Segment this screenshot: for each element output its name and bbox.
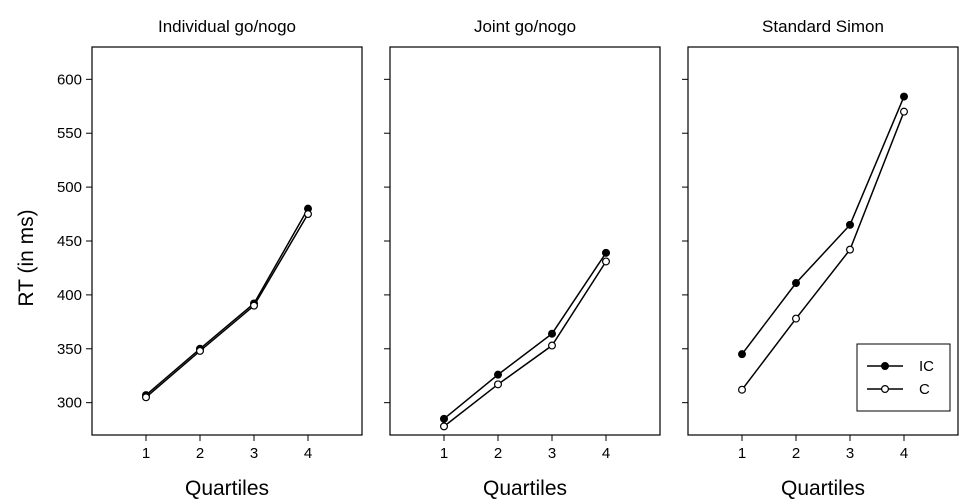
legend-label: C: [919, 381, 930, 398]
legend-box: [856, 343, 951, 412]
panel-1: Individual go/nogo 1 2 3 4 Quartiles 300 350 400…: [57, 17, 363, 499]
x-tick-label: 4: [304, 445, 312, 462]
series-line-c: [443, 261, 607, 427]
data-point-c: [791, 314, 800, 323]
data-point-c: [494, 380, 503, 389]
legend-marker: [880, 385, 889, 394]
data-point-c: [250, 301, 259, 310]
data-point-ic: [494, 370, 503, 379]
legend-label: IC: [919, 358, 934, 375]
panels: Individual go/nogo 1 2 3 4 Quartiles 300 350 400…: [57, 17, 959, 499]
data-point-c: [601, 257, 610, 266]
data-point-c: [304, 210, 313, 219]
legend: IC C: [856, 343, 951, 412]
data-point-ic: [440, 414, 449, 423]
series-line-c: [741, 111, 905, 391]
series-line-ic: [145, 208, 309, 396]
x-axis-title: Quartiles: [185, 477, 269, 499]
data-point-ic: [845, 220, 854, 229]
data-point-ic: [547, 329, 556, 338]
y-tick-label: 550: [57, 125, 82, 142]
panel-title: Individual go/nogo: [158, 17, 296, 36]
x-tick-label: 1: [440, 445, 448, 462]
plot-frame: [91, 46, 363, 436]
data-point-c: [440, 422, 449, 431]
legend-marker: [880, 362, 889, 371]
y-tick-label: 300: [57, 395, 82, 412]
data-point-ic: [601, 248, 610, 257]
x-tick-label: 2: [196, 445, 204, 462]
panel-title: Standard Simon: [762, 17, 884, 36]
x-tick-label: 4: [900, 445, 908, 462]
data-point-c: [196, 346, 205, 355]
panel-3: Standard Simon 1 2 3 4 Quartiles IC C: [682, 17, 959, 499]
series-line-ic: [443, 252, 607, 420]
x-axis-title: Quartiles: [781, 477, 865, 499]
data-point-ic: [737, 350, 746, 359]
y-tick-label: 350: [57, 341, 82, 358]
x-tick-label: 3: [250, 445, 258, 462]
x-tick-label: 1: [142, 445, 150, 462]
x-tick-label: 4: [602, 445, 610, 462]
data-point-c: [547, 341, 556, 350]
data-point-c: [142, 393, 151, 402]
data-point-ic: [791, 279, 800, 288]
y-tick-label: 600: [57, 71, 82, 88]
y-tick-label: 400: [57, 287, 82, 304]
panel-title: Joint go/nogo: [474, 17, 576, 36]
data-point-c: [845, 245, 854, 254]
x-tick-label: 3: [846, 445, 854, 462]
panel-2: Joint go/nogo 1 2 3 4 Quartiles: [384, 17, 661, 499]
y-tick-label: 500: [57, 179, 82, 196]
series-line-c: [145, 213, 309, 398]
y-axis-title: RT (in ms): [15, 209, 38, 306]
y-tick-label: 450: [57, 233, 82, 250]
series-line-ic: [741, 96, 905, 355]
x-tick-label: 1: [738, 445, 746, 462]
data-point-c: [899, 107, 908, 116]
data-point-c: [737, 385, 746, 394]
plot-frame: [389, 46, 661, 436]
x-tick-label: 2: [792, 445, 800, 462]
x-tick-label: 3: [548, 445, 556, 462]
x-axis-title: Quartiles: [483, 477, 567, 499]
data-point-ic: [899, 92, 908, 101]
x-tick-label: 2: [494, 445, 502, 462]
